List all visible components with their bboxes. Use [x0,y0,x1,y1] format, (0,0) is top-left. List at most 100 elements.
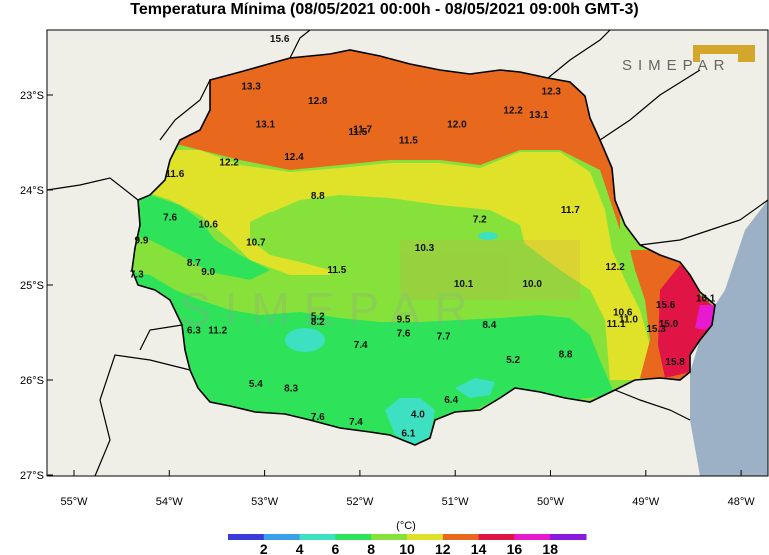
lon-tick-label: 48°W [728,496,756,508]
station-value: 11.5 [327,265,346,276]
station-value: 12.3 [542,86,562,97]
lat-tick-label: 27°S [20,470,44,482]
colorbar-swatch [478,534,515,540]
station-value: 8.2 [311,317,325,328]
station-value: 5.2 [506,355,520,366]
station-value: 5.4 [249,379,263,390]
colorbar-unit: (°C) [396,520,416,532]
latitude-ticks: 23°S 24°S 25°S 26°S 27°S [20,90,53,482]
station-value: 7.7 [437,331,451,342]
simepar-logo: SIMEPAR [622,45,755,74]
station-value: 7.2 [473,215,487,226]
station-value: 11.0 [619,314,638,325]
station-value: 5.2 [311,311,325,322]
station-value: 8.8 [311,191,325,202]
lat-tick-label: 25°S [20,280,44,292]
lon-tick-label: 55°W [60,496,88,508]
colorbar-swatch [335,534,372,540]
lat-tick-label: 24°S [20,185,44,197]
station-value: 10.7 [246,237,266,248]
temperature-field [132,50,715,445]
station-value: 8.8 [559,349,573,360]
station-value: 6.4 [444,395,458,406]
lon-tick-label: 51°W [442,496,470,508]
watermark: SIMEPAR [180,240,580,335]
station-value: 7.6 [311,412,325,423]
colorbar-tick-label: 14 [471,541,487,555]
colorbar-tick-label: 18 [542,541,558,555]
station-value: 13.1 [529,110,549,121]
colorbar-tick-label: 6 [332,541,340,555]
svg-text:SIMEPAR: SIMEPAR [180,283,482,335]
station-value: 11.2 [208,326,227,337]
station-value: 9.0 [201,267,215,278]
station-value: 16.1 [696,293,716,304]
station-value: 9.5 [397,314,411,325]
station-value: 12.4 [284,152,304,163]
station-value: 13.1 [256,120,276,131]
station-value: 6.3 [187,326,201,337]
colorbar-swatch [514,534,551,540]
station-value: 8.3 [284,384,298,395]
lon-tick-label: 50°W [537,496,565,508]
station-value: 10.3 [415,243,435,254]
station-value: 15.0 [659,319,679,330]
lon-tick-label: 49°W [632,496,660,508]
station-value: 11.7 [561,205,580,216]
station-value: 7.6 [397,329,411,340]
colorbar-swatch [550,534,587,540]
colorbar-tick-label: 2 [260,541,268,555]
map-title: Temperatura Mínima (08/05/2021 00:00h - … [130,1,639,18]
station-value: 11.1 [607,319,626,330]
lon-tick-label: 54°W [156,496,184,508]
station-value: 15.6 [270,34,290,45]
station-value: 6.1 [401,428,415,439]
colorbar-tick-label: 10 [399,541,415,555]
station-value: 7.4 [349,417,363,428]
station-value: 12.2 [605,262,625,273]
state-border [131,49,716,446]
ocean [690,200,768,476]
neighbor-borders [46,29,769,477]
lon-tick-label: 53°W [251,496,279,508]
station-value: 13.3 [241,82,261,93]
station-value: 15.6 [656,300,676,311]
station-value: 10.6 [198,219,218,230]
station-value: 11.5 [348,127,367,138]
station-value: 11.7 [353,124,372,135]
logo-text: SIMEPAR [622,57,730,74]
station-value: 10.6 [613,308,633,319]
colorbar-swatch [371,534,408,540]
station-value: 4.0 [411,409,425,420]
lat-tick-label: 26°S [20,375,44,387]
station-value: 9.9 [135,235,149,246]
colorbar-swatch [407,534,444,540]
station-labels: 15.613.312.813.111.511.7 12.012.212.313.1… [130,34,716,439]
station-value: 11.5 [399,136,418,147]
lon-tick-label: 52°W [346,496,374,508]
colorbar-tick-label: 12 [435,541,451,555]
station-value: 10.0 [522,279,542,290]
colorbar-tick-label: 8 [367,541,375,555]
station-value: 15.3 [646,324,666,335]
station-value: 12.0 [447,120,467,131]
station-value: 7.4 [354,340,368,351]
colorbar: 2 4 6 8 10 12 14 16 18 (°C) [228,520,587,555]
station-value: 8.7 [187,258,201,269]
station-value: 15.8 [665,357,685,368]
map-frame [46,29,769,477]
colorbar-tick-label: 16 [507,541,523,555]
station-value: 7.6 [163,213,177,224]
station-value: 12.2 [503,105,523,116]
colorbar-swatch [228,534,265,540]
colorbar-swatch [263,534,301,540]
station-value: 12.8 [308,96,328,107]
station-value: 7.3 [130,270,144,281]
station-value: 11.6 [165,169,184,180]
station-value: 10.1 [454,279,474,290]
colorbar-tick-label: 4 [296,541,304,555]
longitude-ticks: 55°W 54°W 53°W 52°W 51°W 50°W 49°W 48°W [60,470,755,508]
station-value: 12.2 [219,158,239,169]
colorbar-swatch [442,534,480,540]
